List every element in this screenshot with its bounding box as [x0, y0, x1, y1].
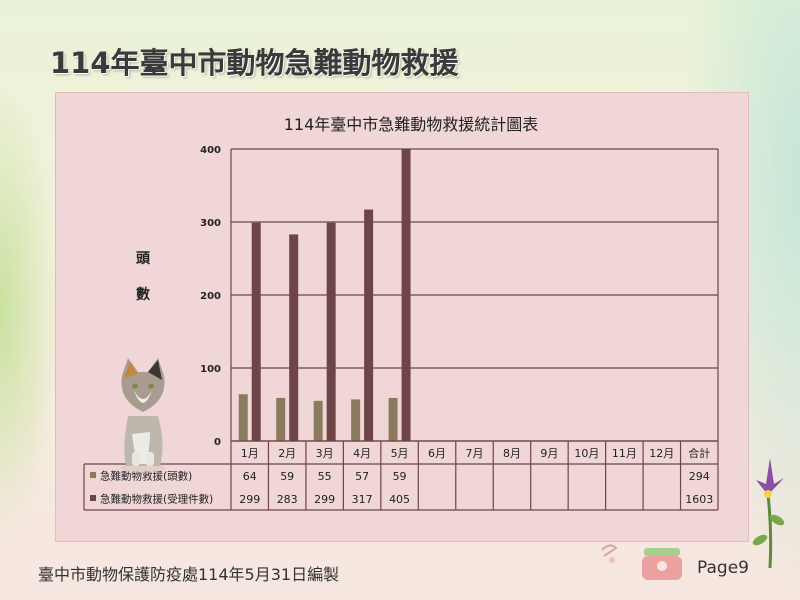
category-label: 12月 [649, 447, 674, 460]
total-value: 294 [689, 470, 710, 483]
bar-heads-2 [276, 397, 286, 441]
data-value: 57 [355, 470, 369, 483]
chart-panel: 114年臺中市急難動物救援統計圖表 頭數 0 100 200 300 400 1月 2月 3… [55, 92, 749, 542]
y-axis-label: 頭數 [136, 251, 151, 303]
flower-decoration [752, 458, 785, 569]
bar-heads-4 [351, 399, 361, 441]
bars [238, 149, 411, 441]
legend-swatch [90, 495, 96, 501]
bar-cases-1 [251, 222, 261, 441]
category-label: 10月 [574, 447, 599, 460]
data-value: 59 [280, 470, 294, 483]
data-value: 299 [314, 493, 335, 506]
category-label: 9月 [540, 447, 558, 460]
bar-cases-2 [289, 234, 299, 441]
category-label: 5月 [391, 447, 409, 460]
legend-label: 急難動物救援(頭數) [100, 470, 192, 483]
bar-heads-5 [388, 397, 398, 441]
y-axis-title: 頭數 [136, 251, 151, 303]
category-label: 6月 [428, 447, 446, 460]
footer-note: 臺中市動物保護防疫處114年5月31日編製 [38, 565, 340, 584]
data-value: 283 [277, 493, 298, 506]
bar-heads-3 [313, 400, 323, 441]
y-tick-label: 300 [200, 218, 221, 229]
bar-cases-5 [401, 149, 411, 441]
total-header: 合計 [688, 446, 710, 460]
category-label: 3月 [316, 447, 334, 460]
gridlines [230, 148, 719, 442]
category-label: 1月 [241, 447, 259, 460]
bottom-decoration [601, 544, 682, 580]
y-tick-label: 200 [200, 291, 221, 302]
category-label: 2月 [278, 447, 296, 460]
page-number: Page9 [697, 558, 749, 578]
data-value: 55 [318, 470, 332, 483]
data-value: 299 [239, 493, 260, 506]
total-value: 1603 [685, 493, 713, 506]
bar-heads-1 [238, 394, 248, 441]
bar-cases-3 [326, 222, 336, 441]
bar-chart: 114年臺中市急難動物救援統計圖表 頭數 0 100 200 300 400 1月 2月 3… [83, 115, 719, 511]
y-tick-label: 0 [214, 437, 221, 448]
category-label: 4月 [353, 447, 371, 460]
data-value: 317 [352, 493, 373, 506]
y-tick-label: 100 [200, 364, 221, 375]
cat-illustration [121, 358, 165, 473]
legend-label: 急難動物救援(受理件數) [100, 493, 213, 506]
data-value: 405 [389, 493, 410, 506]
data-value: 64 [243, 470, 257, 483]
category-label: 11月 [612, 447, 637, 460]
chart-title: 114年臺中市急難動物救援統計圖表 [284, 115, 539, 134]
data-value: 59 [393, 470, 407, 483]
bar-cases-4 [364, 209, 374, 441]
y-tick-label: 400 [200, 145, 221, 156]
background-left-glow [0, 80, 60, 540]
legend-swatch [90, 472, 96, 478]
page-title: 114年臺中市動物急難動物救援 [50, 46, 459, 80]
category-label: 8月 [503, 447, 521, 460]
y-tick-labels: 0 100 200 300 400 [200, 145, 221, 448]
category-label: 7月 [466, 447, 484, 460]
